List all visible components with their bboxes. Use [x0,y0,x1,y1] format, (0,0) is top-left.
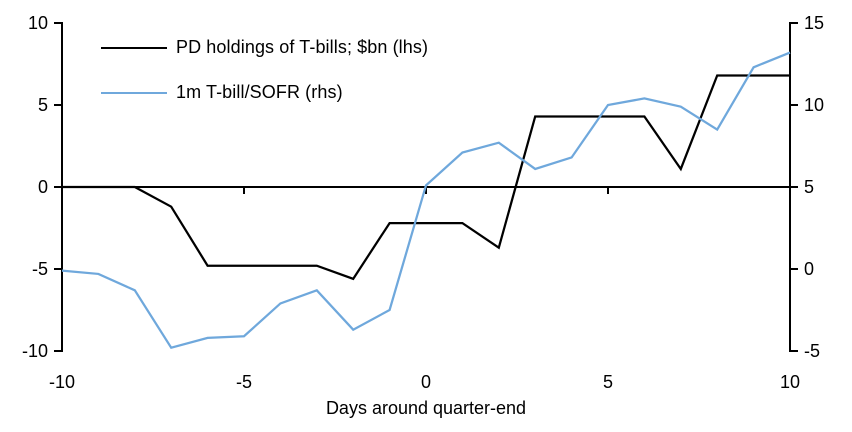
chart-legend: PD holdings of T-bills; $bn (lhs) 1m T-b… [101,37,428,103]
right-axis-tick-label: 5 [804,177,814,197]
legend-line-sample-blue [101,91,167,94]
right-axis-tick-label: 0 [804,259,814,279]
x-axis-tick-label: 0 [421,372,431,392]
left-axis-tick-label: -5 [32,259,48,279]
left-axis-tick-label: 0 [38,177,48,197]
x-axis-title: Days around quarter-end [325,398,527,418]
right-axis-tick-label: -5 [804,341,820,361]
x-axis-tick-label: 5 [603,372,613,392]
x-axis-tick-label: -10 [49,372,75,392]
x-axis-tick-label: -5 [236,372,252,392]
series-line-1 [61,51,791,350]
legend-label-pd-holdings: PD holdings of T-bills; $bn (lhs) [176,37,429,57]
x-axis-tick-label: 10 [780,372,800,392]
left-axis-tick-label: 5 [38,95,48,115]
legend-line-sample-black [101,46,167,49]
left-axis-tick-label: 10 [28,13,48,33]
series-line-0 [62,74,790,281]
left-axis-tick-label: -10 [22,341,48,361]
right-axis-tick-label: 15 [804,13,824,33]
right-axis-tick-label: 10 [804,95,824,115]
legend-label-tbill-sofr: 1m T-bill/SOFR (rhs) [176,82,343,102]
legend-item-pd-holdings: PD holdings of T-bills; $bn (lhs) [101,37,428,58]
legend-item-tbill-sofr: 1m T-bill/SOFR (rhs) [101,82,428,103]
